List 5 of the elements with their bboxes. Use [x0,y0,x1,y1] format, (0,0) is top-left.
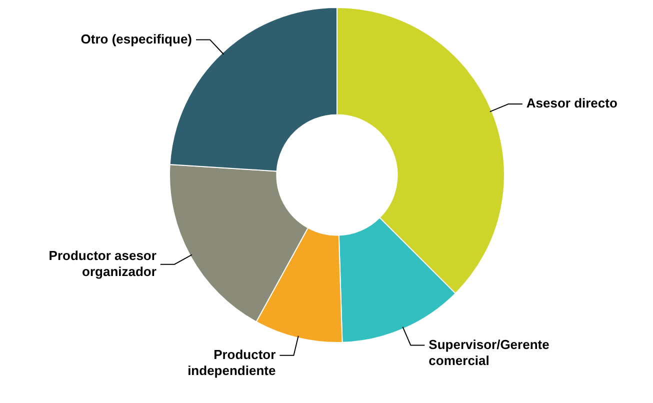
slice-label: Productor asesor organizador [48,248,156,279]
slice-label: Supervisor/Gerente comercial [428,336,550,368]
slice-label: Asesor directo [526,96,618,111]
slice-label: Otro (especifique) [80,31,192,46]
slice-label: Productor independiente [188,346,276,378]
